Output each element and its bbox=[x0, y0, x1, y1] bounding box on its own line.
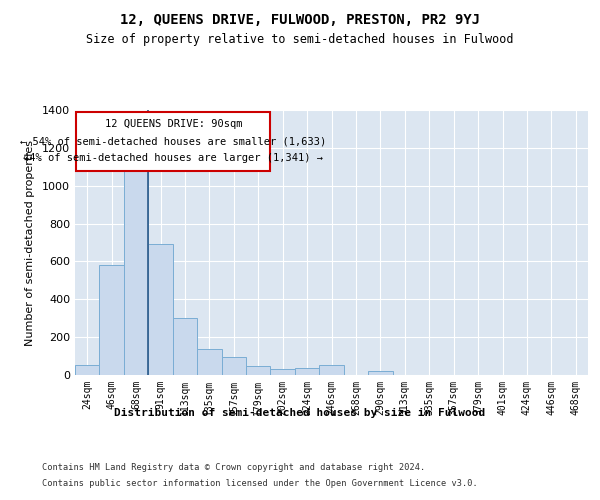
Y-axis label: Number of semi-detached properties: Number of semi-detached properties bbox=[25, 140, 35, 346]
Bar bbox=[368, 371, 392, 375]
Bar bbox=[221, 357, 246, 375]
Bar bbox=[124, 167, 148, 375]
Text: 12, QUEENS DRIVE, FULWOOD, PRESTON, PR2 9YJ: 12, QUEENS DRIVE, FULWOOD, PRESTON, PR2 … bbox=[120, 12, 480, 26]
FancyBboxPatch shape bbox=[76, 112, 271, 170]
Text: ← 54% of semi-detached houses are smaller (1,633): ← 54% of semi-detached houses are smalle… bbox=[20, 136, 326, 146]
Text: Size of property relative to semi-detached houses in Fulwood: Size of property relative to semi-detach… bbox=[86, 32, 514, 46]
Bar bbox=[173, 318, 197, 375]
Text: Contains HM Land Registry data © Crown copyright and database right 2024.: Contains HM Land Registry data © Crown c… bbox=[42, 462, 425, 471]
Bar bbox=[295, 368, 319, 375]
Bar bbox=[246, 366, 271, 375]
Text: Distribution of semi-detached houses by size in Fulwood: Distribution of semi-detached houses by … bbox=[115, 408, 485, 418]
Bar bbox=[271, 370, 295, 375]
Bar bbox=[148, 244, 173, 375]
Bar bbox=[75, 364, 100, 375]
Bar bbox=[319, 364, 344, 375]
Bar bbox=[100, 265, 124, 375]
Text: 12 QUEENS DRIVE: 90sqm: 12 QUEENS DRIVE: 90sqm bbox=[104, 120, 242, 130]
Text: 44% of semi-detached houses are larger (1,341) →: 44% of semi-detached houses are larger (… bbox=[23, 153, 323, 163]
Text: Contains public sector information licensed under the Open Government Licence v3: Contains public sector information licen… bbox=[42, 479, 478, 488]
Bar bbox=[197, 348, 221, 375]
